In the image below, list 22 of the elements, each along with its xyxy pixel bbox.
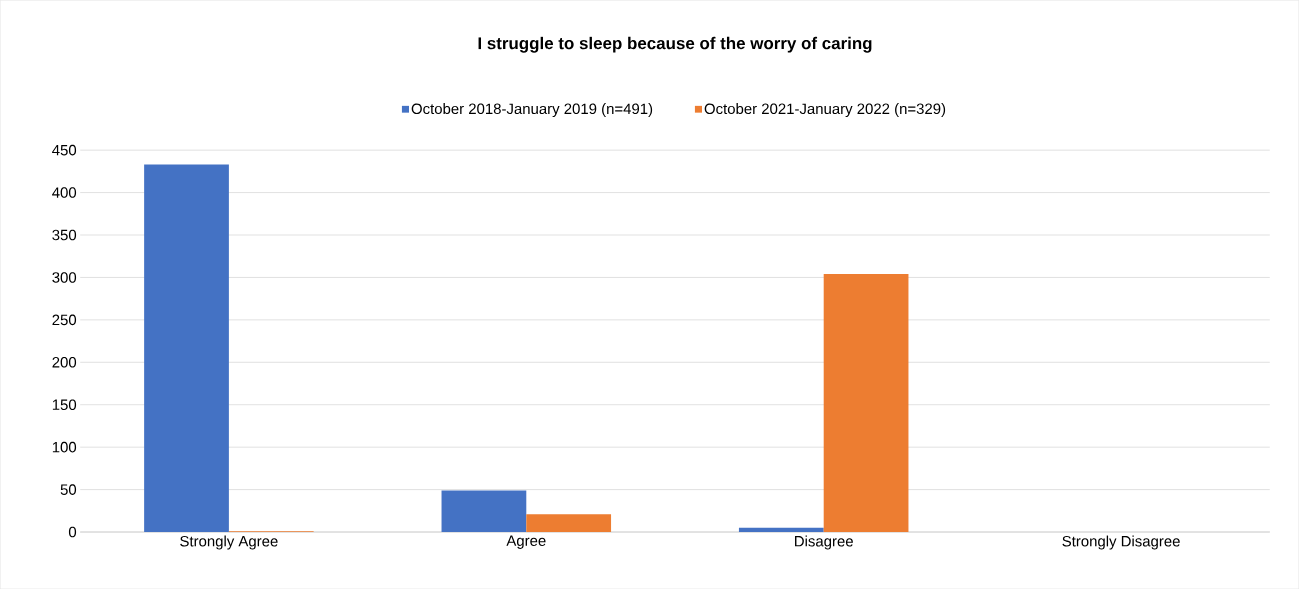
y-tick-label: 200 [52,356,77,368]
legend-label: October 2018-January 2019 (n=491) [411,103,653,117]
bar [738,527,824,532]
y-tick-label: 300 [52,272,77,283]
y-tick-label: 250 [52,314,77,326]
legend-label: October 2021-January 2022 (n=329) [704,103,946,117]
chart-title: I struggle to sleep because of the worry of caring [478,36,872,53]
y-tick-label: 100 [52,441,77,453]
bar [526,514,612,532]
x-tick-label: Disagree [795,535,853,550]
y-tick-label: 150 [52,399,77,410]
y-tick-label: 0 [68,526,77,538]
bar [823,273,909,532]
y-tick-label: 400 [52,187,77,198]
y-tick-label: 350 [52,229,77,241]
x-tick-label: Strongly Disagree [1062,535,1180,550]
y-tick-label: 50 [60,484,77,495]
y-tick-label: 450 [52,144,77,156]
bar [441,490,527,532]
x-tick-label: Strongly Agree [180,535,278,550]
x-tick-label: Agree [506,535,546,549]
bar [144,164,229,532]
